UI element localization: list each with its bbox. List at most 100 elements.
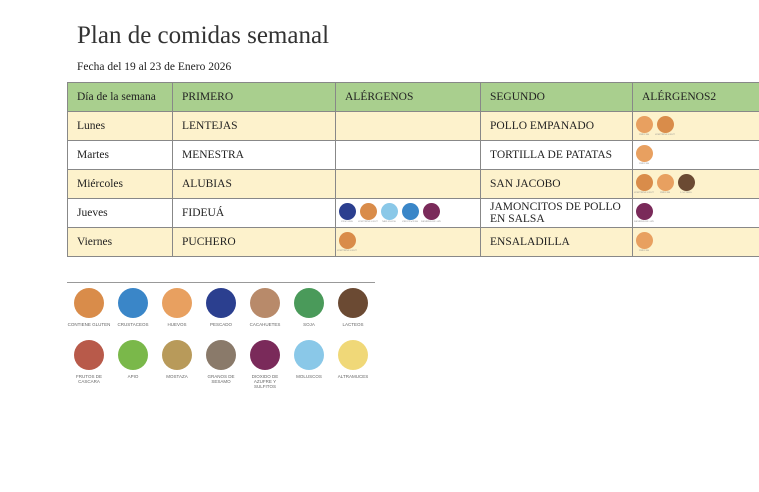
cell: SAN JACOBO <box>480 169 633 199</box>
legend-item: DIOXIDO DE AZUFRE Y SULFITOS <box>243 340 287 389</box>
legend-icon <box>294 340 324 370</box>
icon-label: DIOXIDO DE AZUFRE Y SULFITOS <box>421 220 441 223</box>
icon-label: HUEVOS <box>638 162 650 165</box>
header-cell: ALÉRGENOS <box>335 82 481 112</box>
legend-item: CONTIENE GLUTEN <box>67 288 111 336</box>
legend-icon <box>206 340 236 370</box>
cell: Lunes <box>67 111 173 141</box>
row: Lunes LENTEJAS POLLO EMPANADO HUEVOS CONTIEN… <box>67 111 759 141</box>
icon-circle <box>677 174 695 191</box>
cell: LENTEJAS <box>172 111 336 141</box>
cell: MENESTRA <box>172 140 336 170</box>
allergen-icon: HUEVOS <box>634 116 654 136</box>
legend-item: CACAHUETES <box>243 288 287 336</box>
icon-circle <box>338 232 356 249</box>
legend-icon <box>74 288 104 318</box>
legend-item: PESCADO <box>199 288 243 336</box>
allergen-icon: CONTIENE GLUTEN <box>634 174 654 194</box>
allergen-icon: DIOXIDO DE AZUFRE Y SULFITOS <box>634 203 654 223</box>
title: Plan de comidas semanal <box>77 22 330 49</box>
legend-label: SOJA <box>303 322 315 327</box>
icon-circle <box>635 145 653 162</box>
allergen-icon: PESCADO <box>337 203 357 223</box>
allergen-icon: CONTIENE GLUTEN <box>337 232 357 252</box>
legend-icon <box>162 288 192 318</box>
icon-label: MOLUSCOS <box>382 220 396 223</box>
allergen-cell: HUEVOS <box>632 140 759 170</box>
legend-item: SOJA <box>287 288 331 336</box>
legend-icon <box>118 340 148 370</box>
legend-icon <box>338 340 368 370</box>
allergen-cell <box>335 140 481 170</box>
allergen-cell: CONTIENE GLUTEN HUEVOS LACTEOS <box>632 169 759 199</box>
legend-label: MOLUSCOS <box>296 374 322 379</box>
legend-label: APIO <box>127 374 139 379</box>
legend-label: CACAHUETES <box>249 322 281 327</box>
legend-item: APIO <box>111 340 155 388</box>
legend-icon <box>338 288 368 318</box>
allergen-icon: CRUSTACEOS <box>400 203 420 223</box>
legend-label: MOSTAZA <box>166 374 188 379</box>
legend-label: PESCADO <box>209 322 232 327</box>
legend-item: MOLUSCOS <box>287 340 331 388</box>
menu-table: Día de la semana PRIMERO ALÉRGENOS SEGUNDO A… <box>67 82 759 257</box>
allergen-cell: DIOXIDO DE AZUFRE Y SULFITOS <box>632 198 759 228</box>
icon-label: CONTIENE GLUTEN <box>655 133 675 136</box>
legend-item: FRUTOS DE CASCARA <box>67 340 111 388</box>
legend-item: ALTRAMUCES <box>331 340 375 388</box>
icon-circle <box>656 174 674 191</box>
legend-label: CONTIENE GLUTEN <box>67 322 111 327</box>
legend-item: MOSTAZA <box>155 340 199 388</box>
legend-icon <box>250 288 280 318</box>
legend-label: ALTRAMUCES <box>337 374 369 379</box>
cell: Jueves <box>67 198 173 228</box>
icon-label: LACTEOS <box>680 191 692 194</box>
cell: ALUBIAS <box>172 169 336 199</box>
icon-label: HUEVOS <box>638 249 650 252</box>
legend-icon <box>162 340 192 370</box>
header-cell: PRIMERO <box>172 82 336 112</box>
cell: ENSALADILLA <box>480 227 633 257</box>
allergen-icon: CONTIENE GLUTEN <box>655 116 675 136</box>
icon-circle <box>380 203 398 220</box>
icon-label: DIOXIDO DE AZUFRE Y SULFITOS <box>634 220 654 223</box>
icon-label: CONTIENE GLUTEN <box>337 249 357 252</box>
icon-label: HUEVOS <box>659 191 671 194</box>
legend-item: LACTEOS <box>331 288 375 336</box>
icon-circle <box>656 116 674 133</box>
legend-label: GRANOS DE SESAMO <box>207 374 235 384</box>
legend-label: DIOXIDO DE AZUFRE Y SULFITOS <box>251 374 279 389</box>
legend-icon <box>118 288 148 318</box>
allergen-icon: LACTEOS <box>676 174 696 194</box>
icon-label: HUEVOS <box>638 133 650 136</box>
allergen-cell: PESCADO CONTIENE GLUTEN MOLUSCOS CRUSTACEOS… <box>335 198 481 228</box>
icon-circle <box>635 203 653 220</box>
allergen-icon: MOLUSCOS <box>379 203 399 223</box>
allergen-cell: HUEVOS <box>632 227 759 257</box>
cell: TORTILLA DE PATATAS <box>480 140 633 170</box>
header-cell: SEGUNDO <box>480 82 633 112</box>
cell: JAMONCITOS DE POLLO EN SALSA <box>480 198 633 228</box>
allergen-icon: CONTIENE GLUTEN <box>358 203 378 223</box>
icon-circle <box>338 203 356 220</box>
icon-label: CONTIENE GLUTEN <box>634 191 654 194</box>
allergen-cell <box>335 111 481 141</box>
header-row: Día de la semana PRIMERO ALÉRGENOS SEGUNDO A… <box>67 82 759 112</box>
allergen-icon: HUEVOS <box>634 232 654 252</box>
allergen-cell <box>335 169 481 199</box>
allergen-cell: CONTIENE GLUTEN <box>335 227 481 257</box>
legend-label: FRUTOS DE CASCARA <box>76 374 102 384</box>
icon-label: CRUSTACEOS <box>401 220 419 223</box>
cell: Viernes <box>67 227 173 257</box>
allergen-legend: CONTIENE GLUTEN CRUSTACEOS HUEVOS PESCADO CA… <box>67 282 375 389</box>
icon-label: CONTIENE GLUTEN <box>358 220 378 223</box>
cell: PUCHERO <box>172 227 336 257</box>
allergen-icon: DIOXIDO DE AZUFRE Y SULFITOS <box>421 203 441 223</box>
legend-icon <box>250 340 280 370</box>
legend-label: HUEVOS <box>167 322 187 327</box>
subtitle: Fecha del 19 al 23 de Enero 2026 <box>77 61 232 73</box>
